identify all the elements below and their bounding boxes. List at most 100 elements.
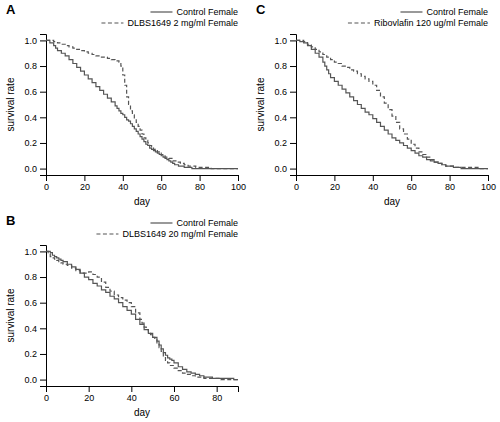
tick: 0.8 [24,272,46,282]
tick: 40 [118,175,128,192]
tick-label: 100 [481,182,496,192]
tick-label: 0 [294,182,299,192]
legend: Control FemaleDLBS1649 2 mg/ml Female [101,7,238,28]
tick-label: 0.2 [24,349,37,359]
legend-label: Control Female [176,7,238,17]
tick: 100 [231,175,246,192]
y-axis: 0.0 0.2 0.4 0.6 0.8 1.0 [274,35,296,176]
tick: 80 [195,175,205,192]
tick: 0.6 [274,87,296,97]
tick: 60 [169,386,179,403]
tick-label: 80 [195,182,205,192]
tick: 0.2 [24,138,46,148]
tick-label: 40 [118,182,128,192]
y-axis: 0.00.20.40.60.81.0 [24,246,46,387]
tick: 0.4 [274,113,296,123]
tick: 0.0 [24,164,46,174]
y-axis-title: survival rate [5,77,16,131]
legend-swatch [96,233,118,234]
tick-label: 0 [44,393,49,403]
tick-mark [40,251,46,252]
tick-mark [131,386,132,392]
tick-label: 0.0 [24,375,37,385]
tick-mark [40,169,46,170]
legend-item: Control Female [400,7,488,17]
legend-item: DLBS1649 20 mg/ml Female [96,229,238,239]
tick-mark [89,386,90,392]
tick: 40 [368,175,378,192]
tick-label: 0.6 [274,87,287,97]
tick: 60 [157,175,167,192]
tick-label: 0.8 [274,61,287,71]
tick-mark [334,175,335,181]
legend-label: DLBS1649 20 mg/ml Female [122,229,238,239]
legend-label: Control Female [176,218,238,228]
axis-line [40,35,47,176]
tick-label: 0.4 [24,113,37,123]
legend-swatch [101,22,123,23]
figure: 0 20 40 60 80 100 0.0 0.2 0.4 0.6 0.8 1.0 day surviva… [0,0,500,422]
tick: 20 [330,175,340,192]
tick-mark [40,117,46,118]
tick-label: 0.2 [24,138,37,148]
axis-line [47,387,239,393]
tick-label: 0.4 [274,113,287,123]
panel-label: C [256,2,266,17]
tick: 0.4 [24,324,46,334]
y-axis-title: survival rate [5,288,16,342]
survival-line [46,40,238,168]
tick-mark [373,175,374,181]
tick-label: 0.6 [24,87,37,97]
tick-mark [200,175,201,181]
tick-label: 80 [212,393,222,403]
tick-mark [40,143,46,144]
tick-mark [238,175,239,181]
y-axis: 0.0 0.2 0.4 0.6 0.8 1.0 [24,35,46,176]
tick-label: 40 [127,393,137,403]
tick-label: 40 [368,182,378,192]
survival-line [296,40,488,168]
x-axis: 0 20 40 60 80 [44,386,239,403]
legend-swatch [150,222,172,223]
tick-mark [40,328,46,329]
tick-mark [450,175,451,181]
legend-item: Ribovlafin 120 ug/ml Female [348,18,488,28]
tick-mark [290,169,296,170]
tick-mark [40,303,46,304]
tick-label: 60 [157,182,167,192]
tick: 0.8 [24,61,46,71]
tick-mark [488,175,489,181]
survival-line [46,40,238,168]
tick-label: 1.0 [24,36,37,46]
chart-root: 0 20 40 60 80 100 0.0 0.2 0.4 0.6 0.8 1.0 day surviva… [0,0,500,422]
y-axis-title: survival rate [255,77,266,131]
tick-label: 1.0 [274,36,287,46]
legend: Control FemaleDLBS1649 20 mg/ml Female [96,218,238,239]
tick: 0.6 [24,87,46,97]
tick-label: 80 [445,182,455,192]
tick: 0 [44,175,49,192]
tick-mark [40,66,46,67]
tick: 20 [84,386,94,403]
tick: 60 [407,175,417,192]
plot-area [296,40,488,168]
tick-label: 1.0 [24,247,37,257]
tick: 40 [127,386,137,403]
tick-label: 20 [80,182,90,192]
tick-label: 20 [330,182,340,192]
tick: 0.4 [24,113,46,123]
tick-mark [40,92,46,93]
legend: Control FemaleRibovlafin 120 ug/ml Femal… [348,7,488,28]
panel-label: B [6,213,15,228]
axis-line [297,176,489,182]
x-axis-title: day [134,196,150,207]
panel: 0204060800.00.20.40.60.81.0daysurvival r… [5,213,239,418]
legend-label: DLBS1649 2 mg/ml Female [127,18,238,28]
plot-area [46,251,238,379]
tick: 1.0 [24,247,46,257]
tick-label: 0 [44,182,49,192]
tick-mark [290,40,296,41]
tick-label: 0.2 [274,138,287,148]
tick: 0.0 [274,164,296,174]
tick-mark [40,40,46,41]
